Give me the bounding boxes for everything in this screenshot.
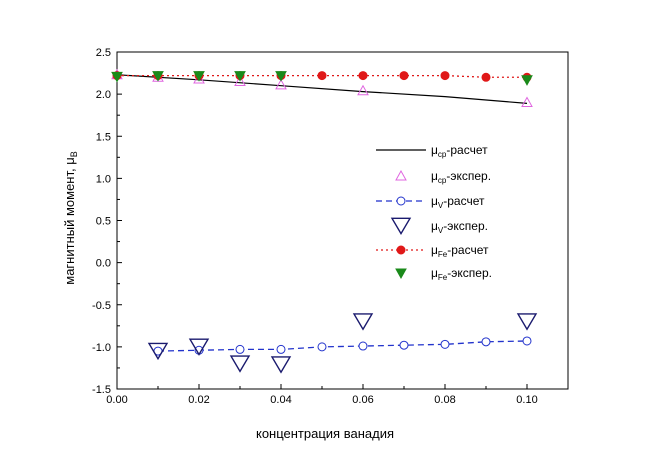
legend-label-main: μ	[431, 143, 438, 157]
data-point	[229, 355, 251, 373]
x-tick-label: 0.00	[106, 394, 127, 406]
legend-label-sub: cp	[438, 150, 447, 159]
y-tick-label: -0.5	[92, 300, 111, 312]
series-mu-v-exp	[147, 313, 538, 374]
y-tick-label: -1.0	[92, 342, 111, 354]
legend-item-mu-v-exp: μV-экспер.	[390, 217, 488, 236]
legend-label-rest: -расчет	[447, 243, 489, 257]
legend-marker	[395, 268, 407, 280]
data-point	[358, 71, 368, 81]
series-mu-cp-calc	[116, 74, 528, 104]
data-point	[275, 78, 287, 90]
data-point	[440, 339, 450, 349]
x-tick-label: 0.10	[516, 394, 537, 406]
legend-label: μcp-расчет	[431, 143, 488, 159]
data-point	[234, 71, 246, 82]
y-tick-label: 0.5	[96, 216, 111, 228]
series-line	[157, 340, 528, 352]
data-point	[111, 71, 123, 83]
legend-marker	[396, 196, 406, 206]
data-point	[522, 336, 532, 346]
data-point	[276, 344, 286, 354]
y-tick-label: 1.0	[96, 173, 111, 185]
legend-item-mu-v-calc: μV-расчет	[376, 194, 485, 210]
data-point	[235, 344, 245, 354]
data-point	[317, 71, 327, 81]
data-point	[521, 75, 533, 86]
legend-label: μV-расчет	[431, 194, 485, 210]
y-tick-label: 2.5	[96, 47, 111, 59]
plot-area-border	[116, 51, 569, 390]
legend-item-mu-fe-exp: μFe-экспер.	[395, 266, 492, 282]
data-point	[521, 96, 533, 108]
x-axis-title: концентрация ванадия	[256, 426, 394, 441]
y-axis-title-sub: B	[69, 151, 79, 157]
data-point	[275, 71, 287, 82]
legend-item-mu-cp-calc: μcp-расчет	[376, 143, 488, 159]
x-tick-label: 0.08	[434, 394, 455, 406]
data-point	[152, 71, 164, 82]
y-tick-label: -1.5	[92, 384, 111, 396]
axis-ticks: 0.00 0.02 0.04 0.06 0.08 0.10 2.5 2.0 1.5 1.0 0.5 0…	[92, 47, 538, 406]
data-point	[358, 341, 368, 351]
legend: μcp-расчетμcp-экспер.μV-расчетμV-экспер.…	[376, 143, 492, 282]
legend-marker	[390, 217, 412, 236]
series-line	[116, 74, 528, 104]
data-point	[147, 342, 169, 361]
data-point	[234, 75, 246, 86]
legend-label-rest: -расчет	[443, 194, 485, 208]
legend-label-rest: -экспер.	[443, 219, 488, 233]
data-point	[481, 337, 491, 347]
y-axis-title: магнитный момент, μB	[62, 151, 79, 284]
legend-label-main: μ	[431, 266, 438, 280]
legend-label-sub: Fe	[438, 273, 448, 282]
legend-label-main: μ	[431, 243, 438, 257]
legend-label-main: μ	[431, 194, 438, 208]
data-point	[352, 313, 374, 331]
series-mu-fe-calc	[112, 71, 532, 82]
legend-label-rest: -экспер.	[446, 169, 491, 183]
series-mu-fe-exp	[111, 71, 533, 86]
plot-frame	[116, 51, 569, 390]
data-point	[399, 340, 409, 350]
legend-marker	[395, 169, 407, 181]
data-point	[516, 313, 538, 331]
legend-label-sub: V	[438, 201, 444, 210]
data-point	[317, 342, 327, 352]
y-axis-title-main: магнитный момент, μ	[62, 157, 77, 284]
series-mu-v-calc	[153, 336, 532, 356]
x-tick-label: 0.04	[270, 394, 291, 406]
data-point	[270, 356, 292, 374]
data-point	[481, 72, 491, 82]
y-tick-label: 0.0	[96, 258, 111, 270]
legend-label-sub: V	[438, 226, 444, 235]
legend-label: μFe-экспер.	[431, 266, 492, 282]
legend-label-rest: -расчет	[446, 143, 488, 157]
legend-marker	[396, 245, 406, 255]
legend-item-mu-fe-calc: μFe-расчет	[376, 243, 489, 259]
legend-label-rest: -экспер.	[447, 266, 492, 280]
legend-label-main: μ	[431, 219, 438, 233]
series-layer	[111, 68, 538, 374]
legend-label: μFe-расчет	[431, 243, 489, 259]
legend-label-sub: cp	[438, 176, 447, 185]
y-tick-label: 2.0	[96, 89, 111, 101]
y-tick-label: 1.5	[96, 131, 111, 143]
data-point	[193, 71, 205, 82]
data-point	[399, 71, 409, 81]
x-tick-label: 0.02	[188, 394, 209, 406]
legend-label: μcp-экспер.	[431, 169, 491, 185]
data-point	[357, 84, 369, 96]
x-tick-label: 0.06	[352, 394, 373, 406]
data-point	[440, 71, 450, 81]
legend-label-main: μ	[431, 169, 438, 183]
legend-label-sub: Fe	[438, 250, 448, 259]
legend-label: μV-экспер.	[431, 219, 488, 235]
legend-item-mu-cp-exp: μcp-экспер.	[395, 169, 491, 185]
data-point	[188, 338, 210, 356]
